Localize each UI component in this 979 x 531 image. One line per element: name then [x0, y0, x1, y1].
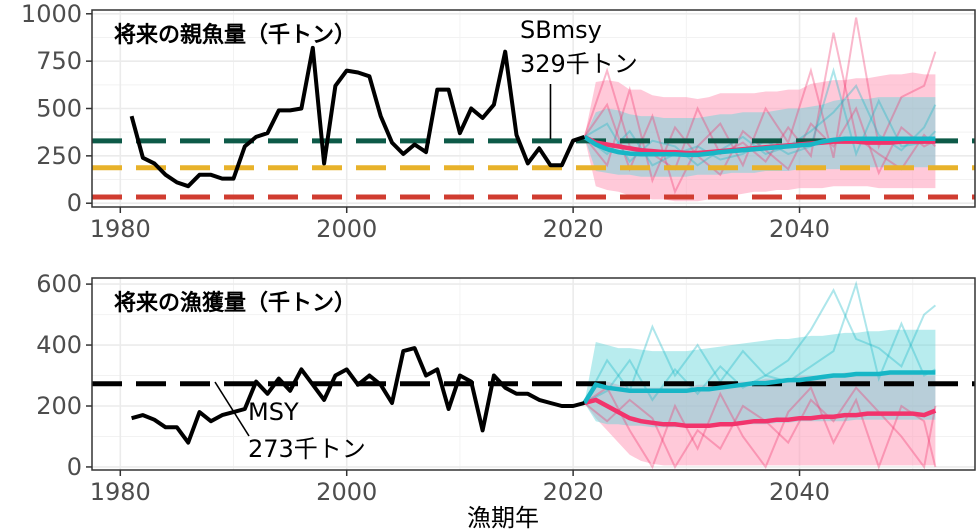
uncertainty-band-cyan: [584, 97, 936, 177]
y-tick-label: 600: [36, 270, 82, 298]
simulation-trace-pink: [583, 385, 937, 470]
y-tick-label: 750: [36, 47, 82, 75]
history-line: [131, 346, 585, 445]
y-tick-label: 500: [36, 95, 82, 123]
x-tick-label: 2040: [769, 478, 830, 506]
annotation-value: 273千トン: [248, 435, 366, 463]
x-tick-label: 1980: [90, 215, 151, 243]
x-axis-label: 漁期年: [467, 504, 539, 531]
history-line: [129, 45, 586, 189]
x-tick-label: 2000: [316, 215, 377, 243]
x-tick-label: 2000: [316, 478, 377, 506]
panel-title: 将来の親魚量（千トン）: [114, 22, 356, 48]
spawning-biomass-panel: SBmsy 329千トン 将来の親魚量（千トン） 0 250 500 750 1000 1980…: [21, 0, 976, 243]
panel-border: [91, 277, 976, 471]
y-tick-label: 400: [36, 331, 82, 359]
annotation-label: MSY: [248, 398, 299, 426]
y-tick-label: 1000: [21, 0, 82, 28]
annotation-label: SBmsy: [520, 16, 602, 44]
simulation-trace-cyan: [583, 280, 936, 404]
x-tick-label: 2020: [543, 478, 604, 506]
simulation-trace-cyan: [583, 288, 937, 404]
median-line-cyan: [582, 370, 936, 405]
annotation-leader: [214, 381, 250, 437]
catch-panel: MSY 273千トン 将来の漁獲量（千トン） 0 200 400 600 1980 2000 20…: [36, 270, 976, 506]
panel-title: 将来の漁獲量（千トン）: [114, 290, 356, 316]
x-tick-label: 2040: [769, 215, 830, 243]
median-line-pink: [583, 397, 937, 429]
uncertainty-band-cyan: [584, 329, 936, 428]
x-tick-label: 2020: [543, 215, 604, 243]
simulation-trace-pink: [583, 17, 937, 195]
y-tick-label: 200: [36, 392, 82, 420]
y-tick-label: 0: [67, 453, 82, 481]
y-tick-label: 0: [67, 189, 82, 217]
x-tick-label: 1980: [90, 478, 151, 506]
median-line-cyan: [583, 135, 936, 158]
annotation-value: 329千トン: [520, 50, 638, 78]
y-tick-label: 250: [36, 142, 82, 170]
